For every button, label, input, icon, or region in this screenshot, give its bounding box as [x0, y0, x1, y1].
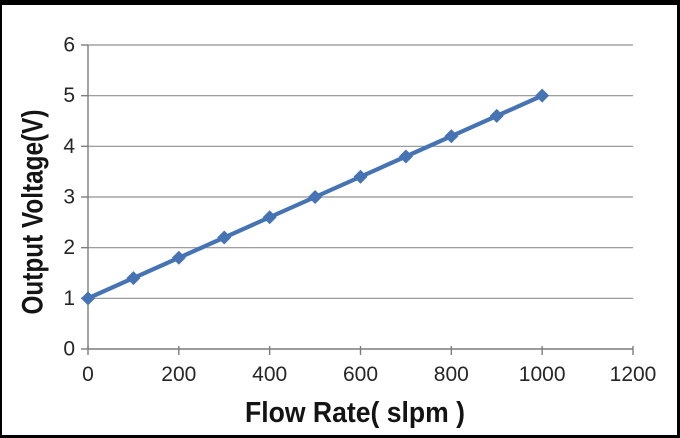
- x-tick-label: 800: [434, 363, 469, 386]
- y-tick-label: 3: [63, 186, 75, 209]
- data-point-marker: [489, 108, 504, 123]
- x-tick-label: 400: [252, 363, 287, 386]
- data-point-marker: [217, 230, 232, 245]
- data-point-marker: [126, 271, 141, 286]
- y-axis-title: Output Voltage(V): [17, 110, 50, 315]
- x-axis-title: Flow Rate( slpm ): [245, 397, 465, 429]
- gridlines: [88, 44, 633, 299]
- y-tick-label: 6: [63, 34, 75, 57]
- axis-ticks: [81, 44, 634, 355]
- data-point-marker: [398, 149, 413, 164]
- data-point-marker: [262, 210, 277, 225]
- y-tick-label: 4: [63, 135, 75, 158]
- axis-tick-labels: 0 1 2 3 4 5 6 0 200 400 600 800 1000 1200: [63, 34, 656, 387]
- x-tick-label: 1200: [610, 363, 657, 386]
- data-point-marker: [444, 129, 459, 144]
- y-tick-label: 0: [63, 338, 75, 361]
- data-point-marker: [81, 291, 95, 306]
- y-tick-label: 1: [63, 287, 75, 310]
- x-tick-label: 200: [161, 363, 196, 386]
- y-tick-label: 5: [63, 84, 75, 107]
- x-tick-label: 1000: [519, 363, 566, 386]
- data-series: [81, 88, 550, 306]
- data-point-marker: [353, 169, 368, 184]
- y-tick-label: 2: [63, 236, 75, 259]
- x-tick-label: 600: [343, 363, 378, 386]
- x-tick-label: 0: [82, 363, 94, 386]
- data-point-marker: [535, 88, 550, 103]
- data-point-marker: [308, 190, 323, 204]
- data-point-marker: [171, 250, 186, 265]
